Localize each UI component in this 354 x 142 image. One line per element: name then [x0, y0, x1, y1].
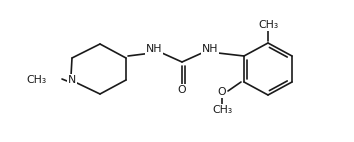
Text: O: O	[178, 85, 186, 95]
Text: NH: NH	[146, 44, 162, 54]
Text: CH₃: CH₃	[26, 75, 46, 85]
Text: NH: NH	[202, 44, 218, 54]
Text: N: N	[68, 75, 76, 85]
Text: O: O	[218, 87, 226, 97]
Text: CH₃: CH₃	[212, 105, 232, 115]
Text: CH₃: CH₃	[258, 20, 278, 30]
